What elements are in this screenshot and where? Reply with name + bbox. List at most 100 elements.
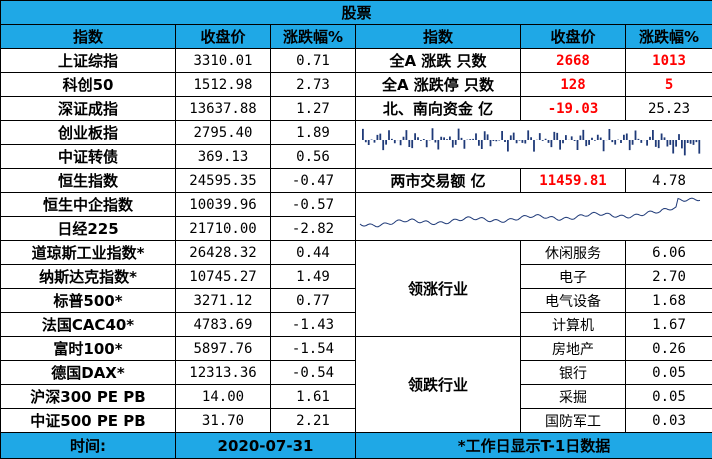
row: 中证转债 369.13 0.56 (0, 144, 712, 169)
line-sparkline (359, 197, 701, 227)
close-price: 1512.98 (175, 72, 271, 97)
close-price: 14.00 (175, 384, 271, 409)
column-header: 收盘价 (520, 24, 626, 49)
row: 标普500* 3271.12 0.77 电气设备 1.68 (0, 288, 712, 313)
change-pct: 1.27 (270, 96, 356, 121)
index-name: 恒生中企指数 (0, 192, 176, 217)
change-pct: 0.77 (270, 288, 356, 313)
row: 时间: 2020-07-31 *工作日显示T-1日数据 (0, 432, 712, 459)
column-header: 收盘价 (175, 24, 271, 49)
column-header: 指数 (355, 24, 521, 49)
close-price: 10745.27 (175, 264, 271, 289)
change-pct: 1.49 (270, 264, 356, 289)
line-sparkline-cell (354, 192, 712, 241)
column-header: 涨跌幅% (624, 24, 712, 49)
sector-change: 1.67 (624, 312, 712, 337)
change-pct: 2.73 (270, 72, 356, 97)
sector-name: 电子 (520, 264, 626, 289)
close-price: 2795.40 (175, 120, 271, 145)
stat-change: 1013 (624, 48, 712, 73)
sector-name: 国防军工 (520, 408, 626, 433)
change-pct: -1.54 (270, 336, 356, 361)
sector-change: 2.70 (624, 264, 712, 289)
row: 法国CAC40* 4783.69 -1.43 计算机 1.67 (0, 312, 712, 337)
index-name: 恒生指数 (0, 168, 176, 193)
index-name: 德国DAX* (0, 360, 176, 385)
sector-name: 房地产 (520, 336, 626, 361)
sector-change: 0.05 (624, 384, 712, 409)
change-pct: -2.82 (270, 216, 356, 241)
change-pct: 0.56 (270, 144, 356, 169)
close-price: 26428.32 (175, 240, 271, 265)
footer-label: 时间: (0, 432, 176, 459)
close-price: 31.70 (175, 408, 271, 433)
sector-change: 0.05 (624, 360, 712, 385)
close-price: 3271.12 (175, 288, 271, 313)
sector-change: 0.03 (624, 408, 712, 433)
row: 沪深300 PE PB 14.00 1.61 采掘 0.05 (0, 384, 712, 409)
sector-name: 银行 (520, 360, 626, 385)
row: 指数 收盘价 涨跌幅% 指数 收盘价 涨跌幅% (0, 24, 712, 49)
sector-group: 领跌行业 (355, 336, 521, 433)
close-price: 10039.96 (175, 192, 271, 217)
stat-label: 全A 涨跌 只数 (355, 48, 521, 73)
table-title: 股票 (0, 0, 712, 25)
stat-value: 128 (520, 72, 626, 97)
row: 创业板指 2795.40 1.89 (0, 120, 712, 169)
row: 股票 (0, 0, 712, 25)
row: 日经225 21710.00 -2.82 (0, 216, 712, 241)
sector-change: 6.06 (624, 240, 712, 265)
sector-group: 领涨行业 (355, 240, 521, 337)
index-name: 科创50 (0, 72, 176, 97)
close-price: 4783.69 (175, 312, 271, 337)
stat-label: 两市交易额 亿 (355, 168, 521, 193)
change-pct: -0.54 (270, 360, 356, 385)
sector-name: 电气设备 (520, 288, 626, 313)
close-price: 369.13 (175, 144, 271, 169)
stat-change: 5 (624, 72, 712, 97)
change-pct: 0.71 (270, 48, 356, 73)
column-header: 涨跌幅% (270, 24, 356, 49)
index-name: 富时100* (0, 336, 176, 361)
sector-name: 采掘 (520, 384, 626, 409)
close-price: 3310.01 (175, 48, 271, 73)
index-name: 创业板指 (0, 120, 176, 145)
index-name: 道琼斯工业指数* (0, 240, 176, 265)
row: 上证综指 3310.01 0.71 全A 涨跌 只数 2668 1013 (0, 48, 712, 73)
change-pct: 1.89 (270, 120, 356, 145)
index-name: 日经225 (0, 216, 176, 241)
close-price: 12313.36 (175, 360, 271, 385)
index-name: 纳斯达克指数* (0, 264, 176, 289)
index-name: 深证成指 (0, 96, 176, 121)
stat-value: 2668 (520, 48, 626, 73)
row: 纳斯达克指数* 10745.27 1.49 电子 2.70 (0, 264, 712, 289)
footer-note: *工作日显示T-1日数据 (354, 432, 712, 459)
bar-sparkline (362, 127, 701, 155)
change-pct: -0.47 (270, 168, 356, 193)
index-name: 中证500 PE PB (0, 408, 176, 433)
sector-name: 计算机 (520, 312, 626, 337)
index-name: 中证转债 (0, 144, 176, 169)
change-pct: 0.44 (270, 240, 356, 265)
change-pct: 1.61 (270, 384, 356, 409)
sector-name: 休闲服务 (520, 240, 626, 265)
change-pct: -0.57 (270, 192, 356, 217)
stat-value: -19.03 (520, 96, 626, 121)
change-pct: 2.21 (270, 408, 356, 433)
index-name: 法国CAC40* (0, 312, 176, 337)
stat-change: 4.78 (624, 168, 712, 193)
footer-date: 2020-07-31 (175, 432, 356, 459)
close-price: 21710.00 (175, 216, 271, 241)
close-price: 13637.88 (175, 96, 271, 121)
stat-value: 11459.81 (520, 168, 626, 193)
stat-label: 北、南向资金 亿 (355, 96, 521, 121)
sector-change: 1.68 (624, 288, 712, 313)
row: 恒生中企指数 10039.96 -0.57 (0, 192, 712, 241)
close-price: 24595.35 (175, 168, 271, 193)
index-name: 上证综指 (0, 48, 176, 73)
sector-change: 0.26 (624, 336, 712, 361)
change-pct: -1.43 (270, 312, 356, 337)
row: 德国DAX* 12313.36 -0.54 银行 0.05 (0, 360, 712, 385)
stat-change: 25.23 (624, 96, 712, 121)
